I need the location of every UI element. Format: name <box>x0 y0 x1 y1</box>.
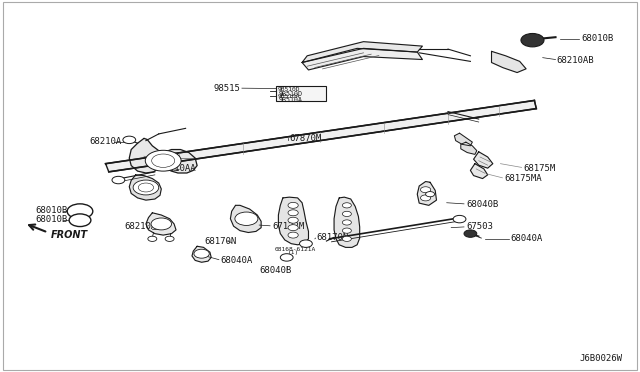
Polygon shape <box>192 246 211 262</box>
Polygon shape <box>302 48 422 70</box>
Polygon shape <box>474 152 493 168</box>
Text: 68175MA: 68175MA <box>504 174 542 183</box>
Text: 9B510A: 9B510A <box>278 97 302 103</box>
Circle shape <box>194 249 209 258</box>
Circle shape <box>342 236 351 241</box>
Text: 68170N: 68170N <box>205 237 237 246</box>
Circle shape <box>420 195 431 201</box>
Circle shape <box>151 218 172 230</box>
Text: 67122M: 67122M <box>272 222 304 231</box>
Circle shape <box>420 187 431 193</box>
Text: FRONT: FRONT <box>51 230 88 240</box>
Text: 68175M: 68175M <box>524 164 556 173</box>
Circle shape <box>464 230 477 237</box>
Polygon shape <box>334 197 360 247</box>
Text: (1): (1) <box>287 250 299 256</box>
Text: 68210AA: 68210AA <box>159 164 196 173</box>
Text: 68210AB: 68210AB <box>557 56 595 65</box>
Circle shape <box>342 220 351 225</box>
Circle shape <box>165 236 174 241</box>
Bar <box>276 86 326 101</box>
Text: 68210AC: 68210AC <box>125 222 163 231</box>
Text: 68010B: 68010B <box>35 215 67 224</box>
Text: 68040B: 68040B <box>259 266 291 275</box>
Text: 68170N: 68170N <box>317 233 349 242</box>
Text: 08168-6121A: 08168-6121A <box>275 247 316 252</box>
Text: 68210A: 68210A <box>90 137 122 146</box>
Polygon shape <box>302 42 422 62</box>
Circle shape <box>342 228 351 233</box>
Circle shape <box>123 136 136 144</box>
Polygon shape <box>461 142 477 154</box>
Circle shape <box>133 180 159 195</box>
Circle shape <box>453 215 466 223</box>
Circle shape <box>69 214 91 227</box>
Text: 68040A: 68040A <box>511 234 543 243</box>
Circle shape <box>342 203 351 208</box>
Circle shape <box>288 225 298 231</box>
Circle shape <box>288 232 298 238</box>
Polygon shape <box>470 164 488 179</box>
Circle shape <box>67 204 93 219</box>
Circle shape <box>145 150 181 171</box>
Circle shape <box>288 217 298 223</box>
Polygon shape <box>230 205 261 232</box>
Text: 68010B: 68010B <box>581 34 613 43</box>
Circle shape <box>280 254 293 261</box>
Circle shape <box>148 236 157 241</box>
Text: 68040A: 68040A <box>221 256 253 265</box>
Text: 9B510D: 9B510D <box>278 91 302 97</box>
Polygon shape <box>492 51 526 73</box>
Text: J6B0026W: J6B0026W <box>579 354 622 363</box>
Circle shape <box>426 192 435 197</box>
Circle shape <box>288 202 298 208</box>
Polygon shape <box>278 197 308 245</box>
Text: 98515: 98515 <box>213 84 240 93</box>
Text: 67503: 67503 <box>466 222 493 231</box>
Polygon shape <box>106 100 536 172</box>
Circle shape <box>300 240 312 247</box>
Text: 68040B: 68040B <box>466 200 498 209</box>
Polygon shape <box>129 138 197 173</box>
Text: 9B510A: 9B510A <box>278 94 300 99</box>
Text: 68010B: 68010B <box>35 206 67 215</box>
Polygon shape <box>454 133 472 146</box>
Circle shape <box>152 154 175 167</box>
Polygon shape <box>417 182 436 205</box>
Polygon shape <box>146 213 176 235</box>
Polygon shape <box>129 175 161 200</box>
Text: 9B510D: 9B510D <box>278 87 300 92</box>
Circle shape <box>235 212 258 225</box>
Circle shape <box>138 183 154 192</box>
Circle shape <box>521 33 544 47</box>
Text: 67870M: 67870M <box>289 134 321 143</box>
Circle shape <box>288 210 298 216</box>
Circle shape <box>112 176 125 184</box>
Circle shape <box>342 211 351 217</box>
